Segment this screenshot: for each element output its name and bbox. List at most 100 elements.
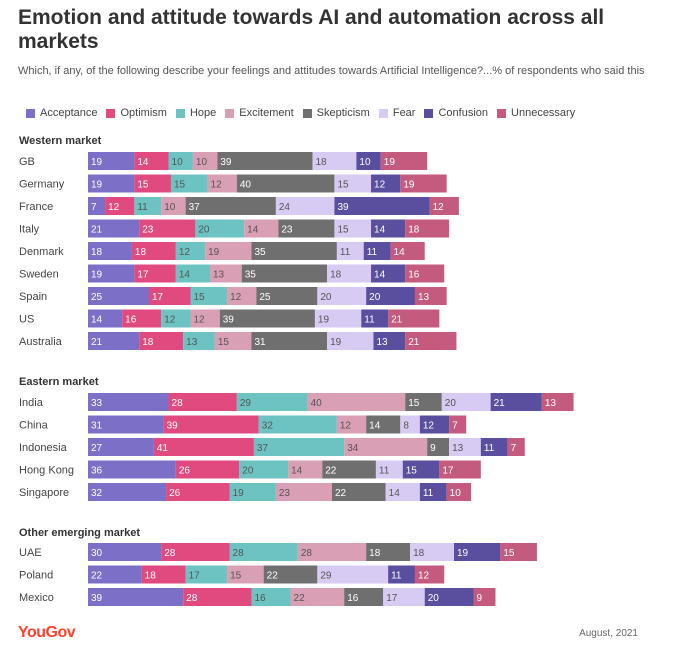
data-label: 20 [445, 398, 457, 409]
bar-segment-fear [317, 565, 389, 584]
data-label: 19 [318, 315, 330, 326]
data-label: 11 [423, 488, 434, 499]
data-label: 17 [189, 571, 201, 582]
bar-segment-confusion [334, 197, 430, 215]
bar-segment-optimism [134, 264, 176, 283]
data-label: 20 [242, 466, 254, 477]
bar-segment-unnecessary [449, 415, 467, 434]
legend-swatch [424, 108, 434, 118]
legend-label: Optimism [120, 107, 167, 119]
legend-swatch [106, 108, 116, 118]
bar-segment-hope [168, 152, 193, 170]
data-label: 7 [511, 443, 517, 454]
bar-segment-acceptance [88, 415, 164, 434]
data-label: 15 [137, 180, 149, 191]
data-label: 18 [315, 157, 327, 168]
data-label: 29 [320, 571, 332, 582]
bar-segment-skepticism [366, 415, 401, 434]
data-label: 15 [503, 548, 515, 559]
bar-segment-skepticism [278, 219, 335, 238]
bar-segment-unnecessary [414, 287, 447, 305]
data-label: 40 [240, 180, 252, 191]
bar-segment-unnecessary [400, 174, 447, 193]
data-label: 37 [257, 443, 269, 454]
data-label: 18 [142, 337, 154, 348]
bar-segment-skepticism [405, 393, 442, 411]
legend-item-unnecessary: Unnecessary [497, 107, 575, 119]
bar-segment-skepticism [251, 332, 328, 350]
bar-segment-confusion [363, 242, 391, 260]
data-label: 19 [91, 180, 103, 191]
bar-segment-excitement [288, 460, 323, 479]
bar-segment-acceptance [88, 483, 167, 501]
bar-segment-excitement [192, 152, 218, 170]
legend-item-excitement: Excitement [225, 107, 294, 119]
data-label: 39 [337, 202, 349, 213]
data-label: 11 [391, 571, 402, 582]
data-label: 12 [211, 180, 223, 191]
bar-segment-optimism [168, 393, 237, 411]
bar-segment-optimism [139, 332, 184, 350]
data-label: 21 [91, 337, 103, 348]
data-label: 10 [172, 157, 184, 168]
data-label: 16 [125, 315, 137, 326]
data-label: 19 [384, 157, 396, 168]
data-label: 13 [452, 443, 464, 454]
bar-segment-hope [229, 483, 276, 501]
data-label: 41 [157, 443, 169, 454]
data-label: 14 [394, 247, 406, 258]
data-label: 22 [267, 571, 279, 582]
chart-legend: Acceptance Optimism Hope Excitement Skeptici… [26, 105, 584, 121]
bar-segment-optimism [161, 543, 230, 561]
data-label: 13 [545, 398, 557, 409]
bar-segment-fear [317, 287, 367, 305]
bar-segment-acceptance [88, 174, 135, 193]
data-label: 27 [91, 443, 103, 454]
data-label: 15 [230, 571, 242, 582]
data-label: 8 [403, 421, 409, 432]
data-label: 12 [230, 292, 242, 303]
data-label: 10 [196, 157, 208, 168]
bar-segment-fear [449, 438, 481, 456]
bar-segment-acceptance [88, 460, 176, 479]
bar-segment-skepticism [241, 264, 328, 283]
bar-segment-excitement [307, 393, 406, 411]
data-label: 16 [347, 593, 359, 604]
bar-segment-excitement [214, 332, 252, 350]
bar-segment-confusion [371, 219, 406, 238]
legend-label: Excitement [239, 107, 294, 119]
data-label: 39 [220, 157, 232, 168]
data-label: 13 [213, 270, 225, 281]
bar-segment-fear [312, 152, 357, 170]
bar-segment-optimism [134, 152, 169, 170]
bar-segment-excitement [161, 197, 186, 215]
data-label: 39 [91, 593, 103, 604]
bar-segment-confusion [371, 174, 401, 193]
bar-segment-excitement [244, 219, 279, 238]
data-label: 19 [403, 180, 415, 191]
bar-segment-skepticism [322, 460, 376, 479]
bar-segment-unnecessary [500, 543, 537, 561]
bar-segment-unnecessary [439, 460, 481, 479]
group-header: Other emerging market [19, 527, 140, 539]
data-label: 13 [376, 337, 388, 348]
data-label: 11 [364, 315, 375, 326]
bar-segment-fear [441, 393, 491, 411]
data-label: 9 [477, 593, 483, 604]
bar-segment-optimism [131, 242, 176, 260]
row-label: Sweden [19, 269, 59, 281]
data-label: 22 [325, 466, 337, 477]
data-label: 22 [294, 593, 306, 604]
row-label: Singapore [19, 487, 69, 499]
bar-segment-skepticism [263, 565, 318, 584]
group-header: Eastern market [19, 376, 99, 388]
data-label: 40 [311, 398, 323, 409]
data-label: 28 [172, 398, 184, 409]
chart-title: Emotion and attitude towards AI and auto… [18, 6, 605, 53]
data-label: 7 [452, 421, 458, 432]
bar-segment-excitement [207, 174, 237, 193]
bar-segment-hope [175, 242, 206, 260]
data-label: 12 [433, 202, 445, 213]
bar-segment-confusion [366, 287, 415, 305]
data-label: 36 [91, 466, 103, 477]
